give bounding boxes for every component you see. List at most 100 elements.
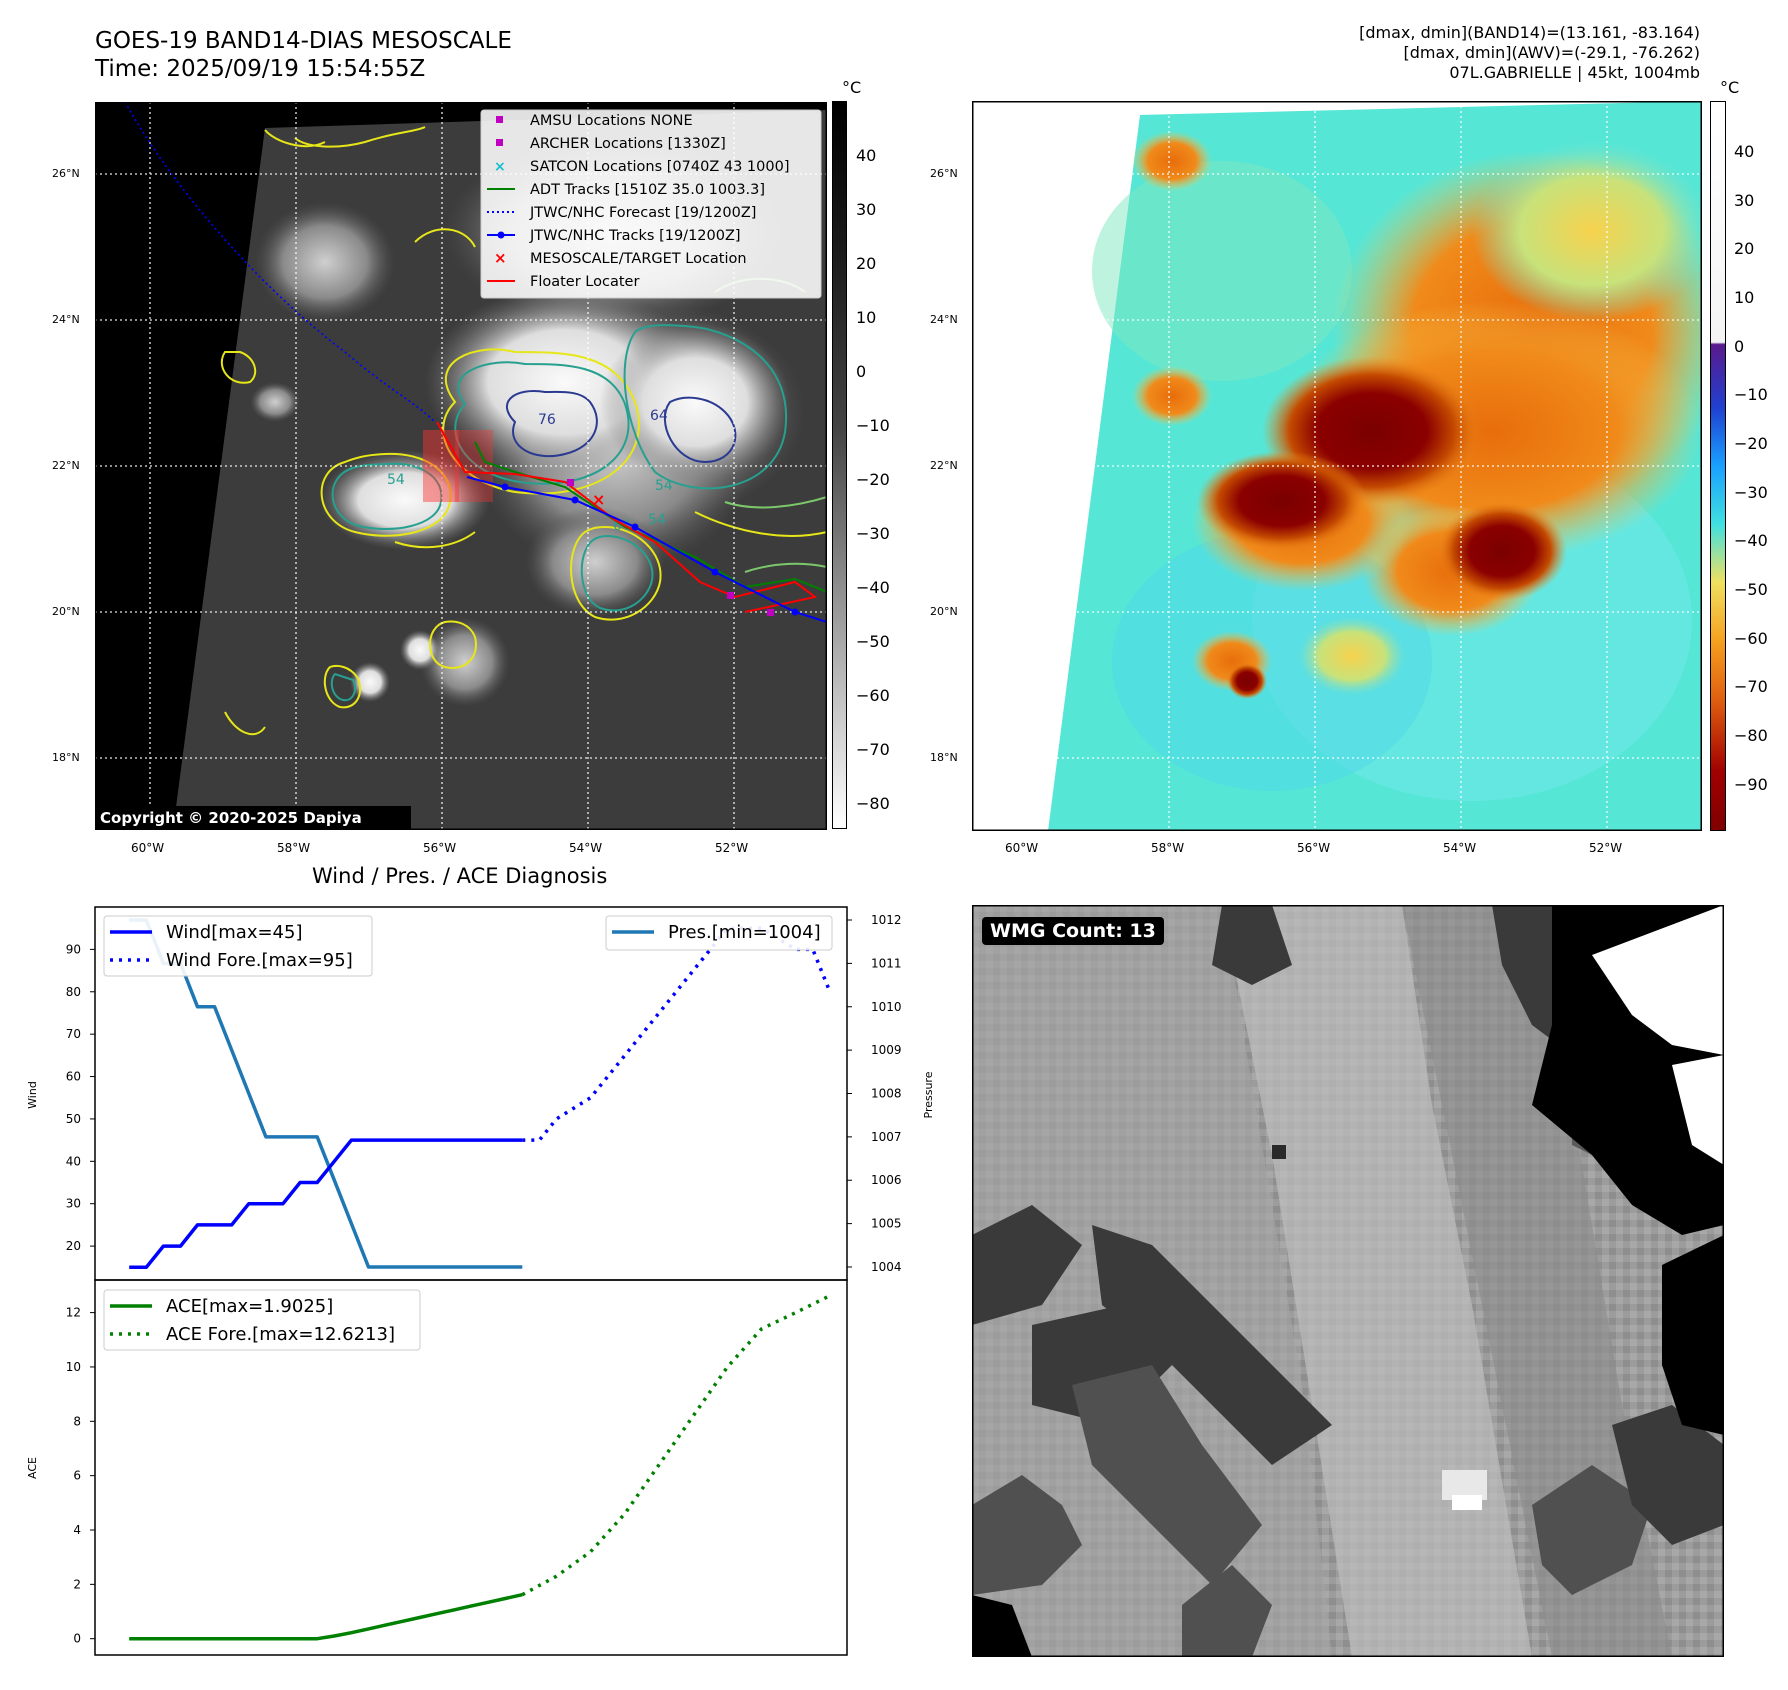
pressure-tick-label: 1006	[871, 1173, 902, 1187]
lon-label: 56°W	[1297, 841, 1331, 855]
lon-label: 60°W	[1005, 841, 1039, 855]
awv-colorized-map	[972, 101, 1702, 831]
pressure-yticks: 1004 1005 1006 1007 1008 1009 1010 1011 1012	[847, 913, 902, 1274]
wind-tick-label: 20	[66, 1239, 81, 1253]
colorbar-tick: −60	[856, 686, 890, 705]
colorbar-tick: −30	[856, 524, 890, 543]
wind-tick-label: 30	[66, 1197, 81, 1211]
colorbar-tick: −50	[856, 632, 890, 651]
contour-label-1: 76	[538, 412, 556, 428]
colorbar-tick: −30	[1734, 483, 1768, 502]
wmg-panel	[972, 905, 1724, 1657]
colorbar-tick: 20	[856, 254, 877, 273]
wind-forecast-line	[522, 926, 832, 1142]
wind-tick-label: 60	[66, 1070, 81, 1084]
wind-tick-label: 80	[66, 985, 81, 999]
colorbar-tick: −20	[1734, 434, 1768, 453]
lon-label: 54°W	[569, 841, 603, 855]
pressure-line	[129, 918, 523, 1269]
legend-item-tracks: JTWC/NHC Tracks [19/1200Z]	[529, 228, 741, 244]
colorbar-right	[1710, 101, 1726, 831]
legend-item-target: MESOSCALE/TARGET Location	[530, 251, 747, 267]
ace-line	[129, 1592, 523, 1641]
colorbar-tick: −80	[856, 794, 890, 813]
lat-label: 18°N	[52, 751, 80, 764]
lon-label: 54°W	[1443, 841, 1477, 855]
adt-track	[474, 441, 827, 593]
wind-line	[129, 1138, 523, 1270]
colorbar-left	[832, 101, 847, 829]
legend-item-archer: ARCHER Locations [1330Z]	[530, 136, 726, 152]
colorbar-tick: −40	[1734, 531, 1768, 550]
ir-satellite-map: 76 64 54 64 54 54 × Copyright © 2020-202…	[95, 102, 827, 830]
pressure-tick-label: 1004	[871, 1260, 902, 1274]
lat-label: 18°N	[930, 751, 958, 764]
info-line2: [dmax, dmin](AWV)=(-29.1, -76.262)	[1403, 43, 1700, 62]
forecast-track	[124, 102, 436, 423]
pressure-ylabel: Pressure	[922, 1071, 935, 1118]
floater-box	[423, 430, 459, 502]
lat-label: 22°N	[52, 459, 80, 472]
lon-label: 52°W	[715, 841, 749, 855]
ace-forecast-legend-label: ACE Fore.[max=12.6213]	[166, 1324, 395, 1345]
contour-label-5: 54	[387, 472, 405, 488]
wind-tick-label: 70	[66, 1027, 81, 1041]
legend-item-amsu: AMSU Locations NONE	[530, 113, 693, 129]
lon-label: 58°W	[1151, 841, 1185, 855]
pressure-tick-label: 1012	[871, 913, 902, 927]
ace-tick-label: 4	[73, 1523, 81, 1537]
pressure-tick-label: 1008	[871, 1087, 902, 1101]
ace-tick-label: 2	[73, 1577, 81, 1591]
svg-text:×: ×	[494, 159, 506, 175]
lat-label: 24°N	[930, 313, 958, 326]
lon-label: 58°W	[277, 841, 311, 855]
wind-legend-label: Wind[max=45]	[166, 922, 303, 943]
lat-label: 24°N	[52, 313, 80, 326]
map-legend	[480, 109, 822, 299]
colorbar-tick: −20	[856, 470, 890, 489]
svg-text:×: ×	[494, 249, 507, 267]
colorbar-tick: −60	[1734, 629, 1768, 648]
colorbar-tick: −10	[1734, 385, 1768, 404]
pressure-tick-label: 1007	[871, 1130, 902, 1144]
contour-label-6: 54	[648, 512, 666, 528]
pressure-tick-label: 1009	[871, 1043, 902, 1057]
lon-label: 60°W	[131, 841, 165, 855]
colorbar-tick: 10	[856, 308, 877, 327]
info-line1: [dmax, dmin](BAND14)=(13.161, -83.164)	[1359, 23, 1700, 42]
colorbar-tick: −90	[1734, 775, 1768, 794]
pressure-legend	[605, 915, 833, 951]
ace-legend	[103, 1289, 421, 1351]
legend-item-satcon: SATCON Locations [0740Z 43 1000]	[530, 159, 789, 175]
colorbar-tick: −70	[1734, 677, 1768, 696]
colorbar-tick: −70	[856, 740, 890, 759]
colorbar-tick: 40	[856, 146, 877, 165]
wmg-count-badge: WMG Count: 13	[982, 917, 1164, 945]
pressure-tick-label: 1005	[871, 1217, 902, 1231]
target-x-marker: ×	[592, 490, 605, 509]
pressure-legend-label: Pres.[min=1004]	[668, 922, 821, 943]
wind-tick-label: 90	[66, 942, 81, 956]
colorbar-tick: −80	[1734, 726, 1768, 745]
colorbar-left-unit: °C	[842, 78, 862, 97]
lat-label: 26°N	[52, 167, 80, 180]
wind-legend	[103, 915, 373, 977]
ace-legend-label: ACE[max=1.9025]	[166, 1296, 333, 1317]
legend-item-adt: ADT Tracks [1510Z 35.0 1003.3]	[530, 182, 765, 198]
ace-forecast-line	[521, 1294, 831, 1597]
legend-item-forecast: JTWC/NHC Forecast [19/1200Z]	[529, 205, 756, 221]
colorbar-tick: −40	[856, 578, 890, 597]
colorbar-tick: 30	[1734, 191, 1755, 210]
pressure-tick-label: 1011	[871, 956, 902, 970]
contour-label-3: 54	[655, 478, 673, 494]
lat-label: 22°N	[930, 459, 958, 472]
colorbar-tick: 10	[1734, 288, 1755, 307]
ace-tick-label: 8	[73, 1414, 81, 1428]
legend-items: AMSU Locations NONE ARCHER Locations [13…	[487, 113, 789, 290]
colorbar-right-unit: °C	[1720, 78, 1740, 97]
copyright-text: Copyright © 2020-2025 Dapiya	[100, 809, 362, 827]
colorbar-tick: 30	[856, 200, 877, 219]
ace-axes	[94, 1279, 848, 1656]
figure-title-line2: Time: 2025/09/19 15:54:55Z	[95, 56, 426, 82]
